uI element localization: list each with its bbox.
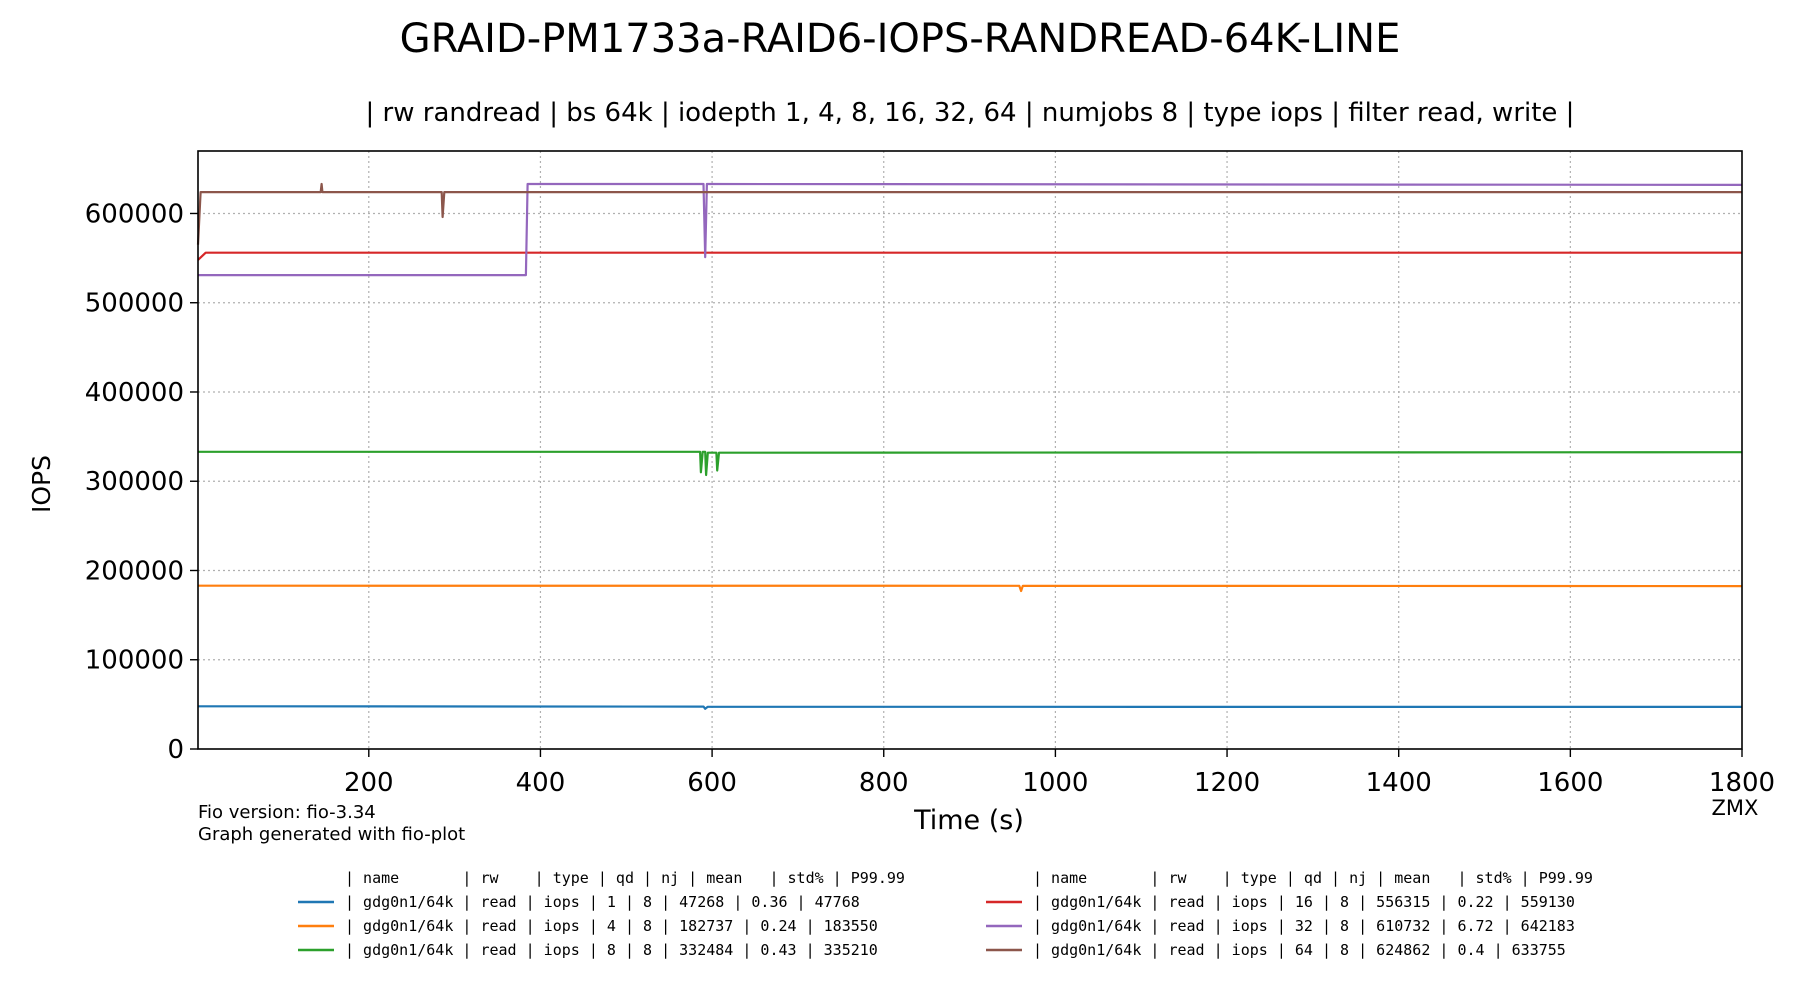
legend-row-2: | gdg0n1/64k | read | iops | 4 | 8 | 182…	[345, 917, 878, 935]
legend-table: | name | rw | type | qd | nj | mean | st…	[298, 869, 1593, 959]
series-line-4	[197, 251, 1742, 261]
y-tick-label: 500000	[85, 289, 184, 319]
series-line-5	[198, 182, 1743, 277]
fio-plot-note: Graph generated with fio-plot	[198, 824, 465, 845]
legend-header-right: | name | rw | type | qd | nj | mean | st…	[1033, 869, 1593, 887]
y-tick-label: 0	[167, 735, 184, 765]
legend-row-5: | gdg0n1/64k | read | iops | 32 | 8 | 61…	[1033, 917, 1575, 935]
legend-row-1: | gdg0n1/64k | read | iops | 1 | 8 | 472…	[345, 893, 860, 911]
series-line-3	[198, 450, 1743, 477]
y-tick-label: 200000	[85, 556, 184, 586]
x-tick-label: 200	[344, 768, 394, 798]
plot-frame	[197, 150, 1743, 750]
series-line-1	[197, 705, 1743, 710]
x-axis-label: Time (s)	[913, 805, 1024, 836]
y-tick-label: 300000	[85, 467, 184, 497]
legend-row-3: | gdg0n1/64k | read | iops | 8 | 8 | 332…	[345, 941, 878, 959]
x-tick-label: 600	[687, 768, 737, 798]
y-tick-label: 600000	[85, 199, 184, 229]
series-line-2	[197, 584, 1743, 593]
fio-version-note: Fio version: fio-3.34	[198, 802, 376, 823]
chart-title: GRAID-PM1733a-RAID6-IOPS-RANDREAD-64K-LI…	[400, 16, 1401, 62]
x-tick-label: 800	[859, 768, 909, 798]
axes: 200 400 600 800 1000 1200 1400 1600 1800 0 100000 2…	[85, 150, 1775, 798]
y-axis-label: IOPS	[27, 455, 56, 513]
y-tick-label: 400000	[85, 378, 184, 408]
x-tick-label: 400	[516, 768, 566, 798]
grid	[198, 151, 1742, 749]
series-line-6	[196, 182, 1742, 245]
legend-row-6: | gdg0n1/64k | read | iops | 64 | 8 | 62…	[1033, 941, 1566, 959]
x-tick-label: 1400	[1366, 768, 1432, 798]
chart-subtitle: | rw randread | bs 64k | iodepth 1, 4, 8…	[366, 98, 1575, 128]
x-tick-label: 1200	[1194, 768, 1260, 798]
series-lines	[196, 182, 1743, 710]
y-tick-label: 100000	[85, 646, 184, 676]
watermark-zmx: ZMX	[1712, 796, 1759, 820]
x-tick-label: 1000	[1022, 768, 1088, 798]
legend-header-left: | name | rw | type | qd | nj | mean | st…	[345, 869, 905, 887]
legend-row-4: | gdg0n1/64k | read | iops | 16 | 8 | 55…	[1033, 893, 1575, 911]
x-tick-label: 1600	[1537, 768, 1603, 798]
x-tick-label: 1800	[1709, 768, 1775, 798]
